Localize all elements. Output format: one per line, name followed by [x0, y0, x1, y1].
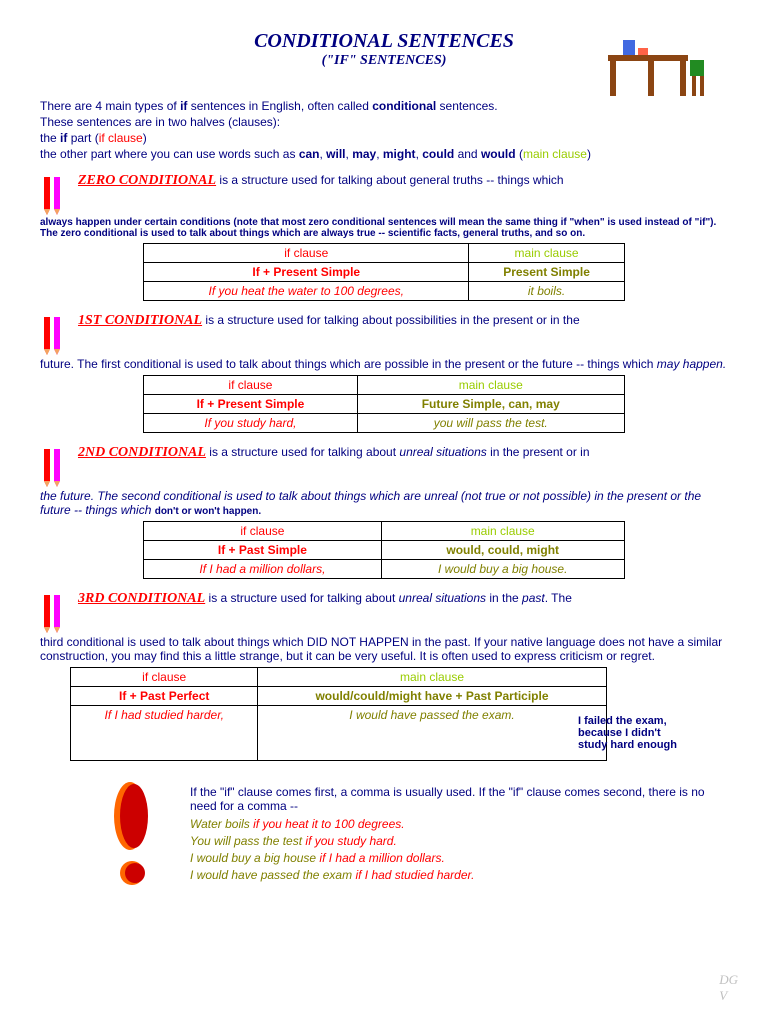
example: Water boils	[190, 817, 253, 831]
second-desc: unreal situations	[399, 445, 486, 459]
zero-table: if clausemain clause If + Present Simple…	[143, 243, 625, 301]
examples-list: Water boils if you heat it to 100 degree…	[190, 817, 728, 882]
first-conditional-section: 1ST CONDITIONAL is a structure used for …	[40, 313, 728, 355]
second-title: 2ND CONDITIONAL	[78, 445, 206, 460]
footer-line: DG	[719, 972, 738, 988]
intro-text: (	[516, 147, 523, 161]
zero-note: always happen under certain conditions (…	[40, 217, 728, 239]
example: I would buy a big house	[190, 851, 319, 865]
intro-text: conditional	[372, 99, 436, 113]
first-desc: is a structure used for talking about po…	[202, 313, 580, 327]
third-desc: in the	[486, 591, 522, 605]
modal: may	[352, 147, 376, 161]
third-table: if clausemain clause If + Past Perfectwo…	[70, 667, 607, 761]
third-cont: third conditional is used to talk about …	[40, 635, 728, 663]
pencils-icon	[40, 445, 72, 487]
third-title: 3RD CONDITIONAL	[78, 591, 205, 606]
example: if I had a million dollars.	[319, 851, 444, 865]
table-header: if clause	[144, 522, 381, 541]
zero-conditional-section: ZERO CONDITIONAL is a structure used for…	[40, 173, 728, 215]
example: if you study hard.	[305, 834, 396, 848]
first-table: if clausemain clause If + Present Simple…	[143, 375, 625, 433]
pencils-icon	[40, 313, 72, 355]
first-cont: may happen.	[657, 357, 726, 371]
table-cell: would/could/might have + Past Participle	[258, 687, 606, 706]
table-cell: If + Past Perfect	[71, 687, 258, 706]
table-cell: would, could, might	[381, 541, 624, 560]
table-cell: I would have passed the exam.	[258, 706, 606, 761]
pencils-icon	[40, 173, 72, 215]
example: You will pass the test	[190, 834, 305, 848]
table-header: main clause	[469, 244, 625, 263]
desk-illustration	[598, 30, 708, 100]
example: if you heat it to 100 degrees.	[253, 817, 404, 831]
footer-line: V	[719, 988, 738, 1004]
modal: might	[383, 147, 416, 161]
table-header: if clause	[144, 244, 469, 263]
table-cell: If + Present Simple	[144, 395, 357, 414]
example: if I had studied harder.	[355, 868, 474, 882]
if-clause-label: if clause	[99, 131, 143, 145]
footer-initials: DG V	[719, 972, 738, 1004]
first-title: 1ST CONDITIONAL	[78, 313, 202, 328]
modal: could	[422, 147, 454, 161]
intro-text: the	[40, 131, 60, 145]
modal: will	[326, 147, 345, 161]
modal: can	[299, 147, 320, 161]
third-desc: unreal situations	[399, 591, 486, 605]
second-cont: the future. The second conditional is us…	[40, 489, 701, 517]
exclamation-icon	[100, 781, 170, 891]
intro-text: sentences.	[436, 99, 497, 113]
modal: would	[481, 147, 516, 161]
table-cell: you will pass the test.	[357, 414, 624, 433]
table-header: main clause	[258, 668, 606, 687]
third-desc: past	[522, 591, 545, 605]
table-header: if clause	[71, 668, 258, 687]
table-header: main clause	[357, 376, 624, 395]
table-cell: If you study hard,	[144, 414, 357, 433]
pencils-icon	[40, 591, 72, 633]
table-cell: Future Simple, can, may	[357, 395, 624, 414]
comma-rule: If the "if" clause comes first, a comma …	[190, 785, 728, 813]
third-desc: is a structure used for talking about	[205, 591, 398, 605]
table-cell: If I had studied harder,	[71, 706, 258, 761]
table-cell: Present Simple	[469, 263, 625, 282]
example: I would have passed the exam	[190, 868, 355, 882]
second-desc: in the present or in	[487, 445, 590, 459]
table-cell: If you heat the water to 100 degrees,	[144, 282, 469, 301]
intro-text: the other part where you can use words s…	[40, 147, 299, 161]
intro-text: There are 4 main types of	[40, 99, 180, 113]
second-table: if clausemain clause If + Past Simplewou…	[143, 521, 625, 579]
intro-text: sentences in English, often called	[187, 99, 372, 113]
third-desc: . The	[545, 591, 572, 605]
zero-title: ZERO CONDITIONAL	[78, 173, 216, 188]
table-header: main clause	[381, 522, 624, 541]
zero-desc: is a structure used for talking about ge…	[216, 173, 564, 187]
second-conditional-section: 2ND CONDITIONAL is a structure used for …	[40, 445, 728, 487]
second-cont: don't or won't happen.	[155, 506, 261, 517]
table-cell: it boils.	[469, 282, 625, 301]
intro-text: These sentences are in two halves (claus…	[40, 115, 728, 129]
side-note: I failed the exam, because I didn't stud…	[578, 715, 688, 751]
first-cont: future. The first conditional is used to…	[40, 357, 657, 371]
table-cell: If + Past Simple	[144, 541, 381, 560]
table-header: if clause	[144, 376, 357, 395]
main-clause-label: main clause	[523, 147, 587, 161]
intro-text: part (	[67, 131, 98, 145]
table-cell: If I had a million dollars,	[144, 560, 381, 579]
second-desc: is a structure used for talking about	[206, 445, 399, 459]
table-cell: If + Present Simple	[144, 263, 469, 282]
comma-rule-section: If the "if" clause comes first, a comma …	[40, 781, 728, 891]
third-conditional-section: 3RD CONDITIONAL is a structure used for …	[40, 591, 728, 633]
intro-text: )	[587, 147, 591, 161]
intro-block: There are 4 main types of if sentences i…	[40, 99, 728, 161]
intro-text: )	[143, 131, 147, 145]
table-cell: I would buy a big house.	[381, 560, 624, 579]
